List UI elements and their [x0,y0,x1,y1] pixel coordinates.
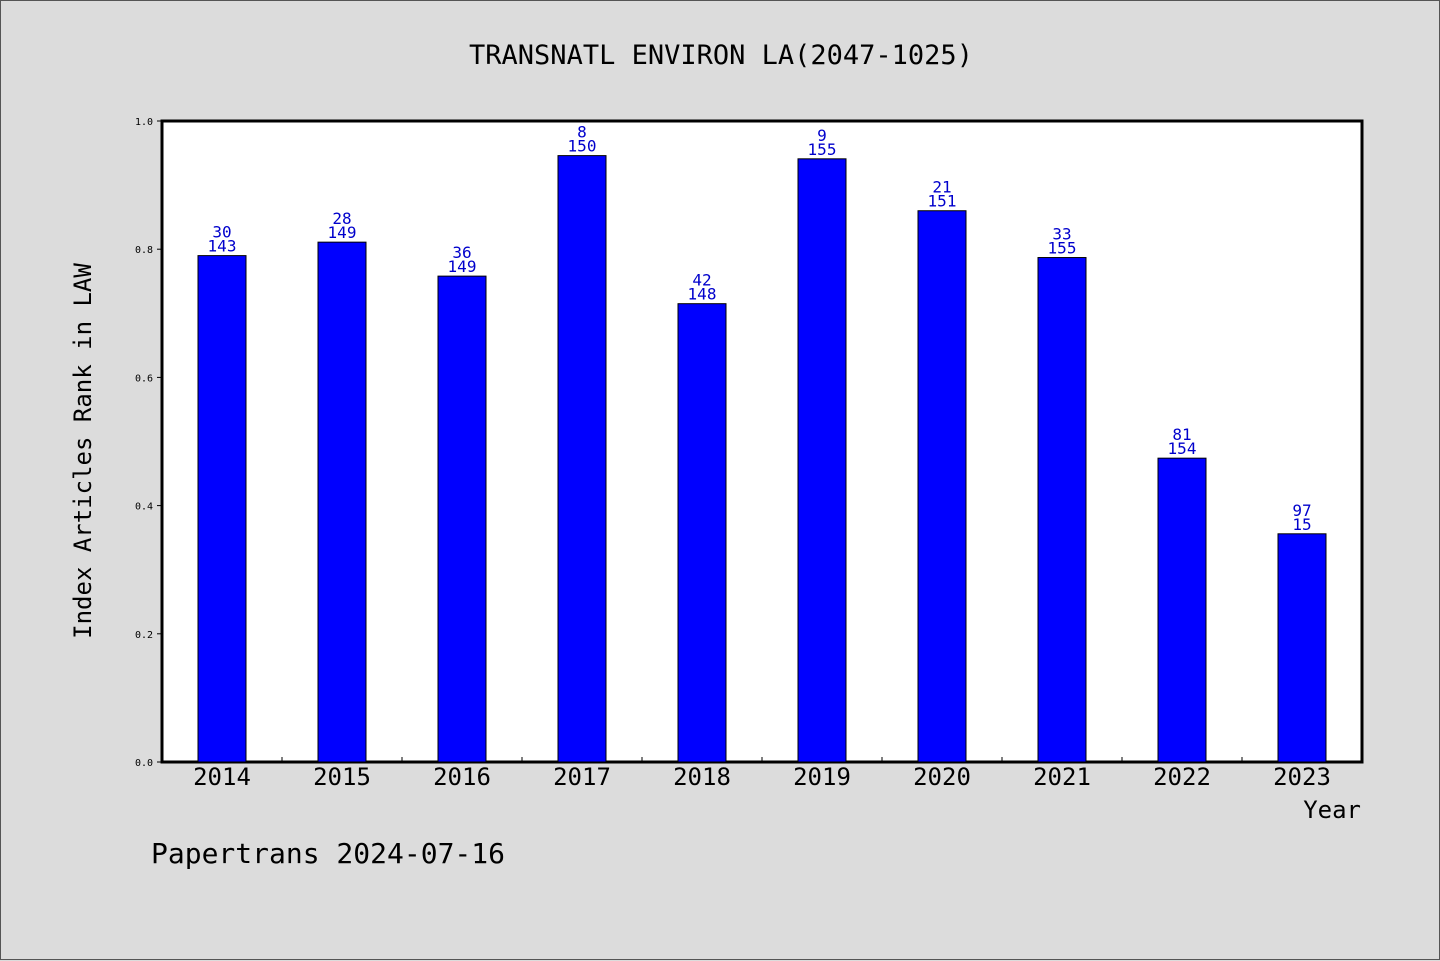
data-label-bottom-2021: 155 [1048,239,1077,258]
y-tick-label-1.0: 1.0 [135,117,153,128]
bar-2016 [437,275,487,763]
data-label-top-2020: 21 [932,178,951,197]
x-tick-label-2015: 2015 [313,763,371,791]
bars-group: 3014328149361498150421489155211513315581… [197,123,1327,763]
data-label-bottom-2020: 151 [928,192,957,211]
bar-2014 [197,255,247,763]
bar-2021 [1037,257,1087,763]
y-tick-label-0.8: 0.8 [135,245,153,256]
data-label-top-2023: 97 [1292,501,1311,520]
bar-2022 [1157,457,1207,763]
y-tick-label-0.4: 0.4 [135,502,153,513]
data-label-bottom-2018: 148 [688,285,717,304]
data-label-bottom-2016: 149 [448,257,477,276]
x-tick-label-2021: 2021 [1033,763,1091,791]
data-label-top-2021: 33 [1052,225,1071,244]
x-tick-label-2019: 2019 [793,763,851,791]
y-tick-label-0.2: 0.2 [135,630,153,641]
y-axis-label: Index Articles Rank in LAW [69,263,97,639]
bar-2023 [1277,533,1327,763]
x-tick-label-2016: 2016 [433,763,491,791]
data-label-top-2015: 28 [332,209,351,228]
data-label-bottom-2019: 155 [808,140,837,159]
bar-2018 [677,303,727,763]
data-label-top-2019: 9 [817,126,827,145]
data-label-top-2018: 42 [692,271,711,290]
data-label-top-2022: 81 [1172,425,1191,444]
y-tick-label-0.0: 0.0 [135,758,153,769]
x-tick-label-2017: 2017 [553,763,611,791]
data-label-bottom-2015: 149 [328,223,357,242]
data-label-bottom-2014: 143 [208,237,237,256]
x-tick-label-2022: 2022 [1153,763,1211,791]
x-axis-label: Year [1303,796,1361,824]
data-label-top-2014: 30 [212,223,231,242]
data-label-top-2016: 36 [452,243,471,262]
x-tick-label-2020: 2020 [913,763,971,791]
x-tick-label-2018: 2018 [673,763,731,791]
ticks-group: 2014 2015 2016 2017 2018 2019 2020 2021 2022 2023… [135,117,1331,791]
bar-2017 [557,155,607,763]
bar-2020 [917,210,967,763]
data-label-bottom-2017: 150 [568,137,597,156]
chart-title: TRANSNATL ENVIRON LA(2047-1025) [469,40,973,71]
footer-text: Papertrans 2024-07-16 [151,837,505,870]
data-label-bottom-2023: 15 [1292,515,1311,534]
bar-2019 [797,158,847,763]
data-label-bottom-2022: 154 [1168,439,1197,458]
x-tick-label-2014: 2014 [193,763,251,791]
y-tick-label-0.6: 0.6 [135,373,153,384]
x-tick-label-2023: 2023 [1273,763,1331,791]
bar-2015 [317,241,367,763]
data-label-top-2017: 8 [577,123,587,142]
